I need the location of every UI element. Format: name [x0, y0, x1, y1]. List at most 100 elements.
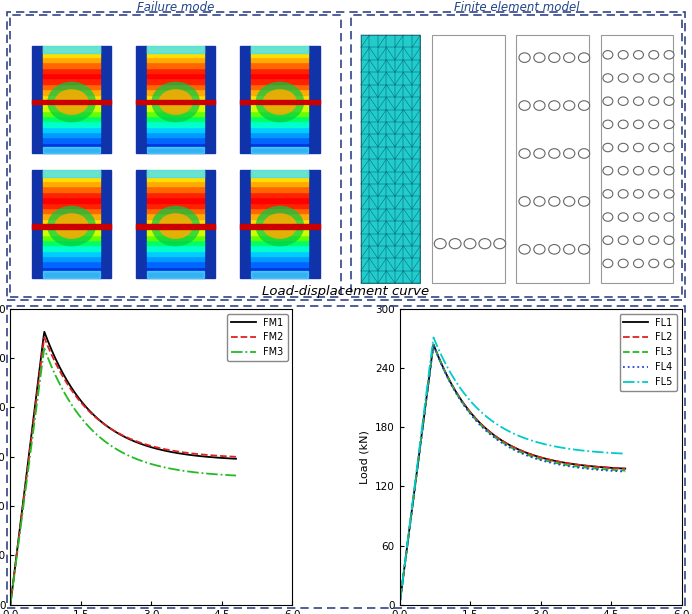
Bar: [100, 47, 111, 154]
Circle shape: [603, 166, 613, 175]
FL5: [530, 438, 538, 445]
Bar: [147, 219, 204, 224]
Bar: [43, 63, 100, 68]
Circle shape: [633, 143, 644, 152]
Circle shape: [664, 236, 674, 244]
Bar: [147, 148, 204, 154]
Bar: [251, 272, 309, 278]
Circle shape: [579, 101, 590, 111]
FM2: [7, 595, 15, 602]
Bar: [43, 203, 100, 208]
FL3: [534, 455, 543, 462]
Bar: [43, 143, 100, 148]
Bar: [43, 240, 100, 246]
Circle shape: [649, 143, 659, 152]
Circle shape: [563, 53, 575, 63]
Circle shape: [664, 190, 674, 198]
Legend: FL1, FL2, FL3, FL4, FL5: FL1, FL2, FL3, FL4, FL5: [619, 314, 677, 391]
Bar: [43, 95, 100, 100]
Bar: [251, 176, 309, 181]
Ellipse shape: [158, 213, 193, 239]
FL1: [430, 341, 438, 348]
Line: FM1: FM1: [10, 332, 236, 605]
FL2: [586, 462, 594, 470]
Bar: [251, 63, 309, 68]
Bar: [43, 246, 100, 251]
Circle shape: [664, 97, 674, 106]
Circle shape: [649, 166, 659, 175]
Bar: [251, 251, 309, 256]
FL4: [621, 468, 629, 475]
FM2: [197, 451, 206, 458]
Ellipse shape: [152, 82, 200, 122]
Bar: [147, 262, 204, 267]
Bar: [147, 95, 204, 100]
Circle shape: [664, 120, 674, 128]
Line: FL2: FL2: [399, 344, 625, 605]
Circle shape: [579, 149, 590, 158]
Circle shape: [633, 97, 644, 106]
Bar: [147, 143, 204, 148]
FL4: [586, 465, 594, 473]
FM2: [6, 601, 15, 608]
Bar: [147, 176, 204, 181]
Bar: [147, 272, 204, 278]
Bar: [43, 73, 100, 79]
Bar: [43, 52, 100, 57]
Bar: [147, 47, 204, 52]
Ellipse shape: [263, 89, 297, 115]
Circle shape: [618, 120, 628, 128]
Circle shape: [649, 97, 659, 106]
Bar: [147, 171, 204, 176]
Circle shape: [519, 244, 530, 254]
Bar: [361, 35, 421, 283]
Bar: [43, 171, 100, 177]
FL5: [586, 448, 594, 455]
Bar: [100, 171, 111, 278]
Bar: [136, 99, 215, 104]
Circle shape: [649, 74, 659, 82]
Circle shape: [563, 149, 575, 158]
Bar: [147, 52, 204, 57]
Circle shape: [563, 196, 575, 206]
Bar: [147, 147, 204, 154]
Bar: [147, 68, 204, 73]
Bar: [43, 68, 100, 73]
Circle shape: [649, 50, 659, 59]
Bar: [251, 138, 309, 143]
FL3: [621, 467, 629, 474]
Title: Failure mode: Failure mode: [137, 1, 215, 14]
FM1: [232, 455, 240, 462]
Bar: [147, 171, 204, 177]
Bar: [43, 138, 100, 143]
FL2: [601, 464, 609, 471]
Bar: [251, 246, 309, 251]
FM2: [140, 440, 149, 448]
Bar: [147, 267, 204, 272]
FL1: [534, 453, 543, 460]
Ellipse shape: [47, 206, 95, 246]
Circle shape: [649, 190, 659, 198]
Bar: [251, 84, 309, 89]
Bar: [251, 47, 309, 53]
Bar: [251, 73, 309, 79]
Bar: [251, 235, 309, 240]
Line: FL3: FL3: [399, 344, 625, 605]
FL5: [601, 449, 609, 456]
Bar: [251, 68, 309, 73]
Bar: [147, 111, 204, 116]
Circle shape: [649, 213, 659, 221]
Bar: [147, 57, 204, 63]
Circle shape: [664, 50, 674, 59]
Circle shape: [534, 101, 545, 111]
FM2: [232, 453, 240, 460]
FM2: [40, 334, 48, 341]
Bar: [147, 203, 204, 208]
Bar: [43, 116, 100, 122]
Circle shape: [534, 196, 545, 206]
Circle shape: [534, 53, 545, 63]
FM1: [7, 595, 15, 602]
Bar: [251, 262, 309, 267]
FL4: [395, 601, 403, 608]
Ellipse shape: [255, 206, 304, 246]
